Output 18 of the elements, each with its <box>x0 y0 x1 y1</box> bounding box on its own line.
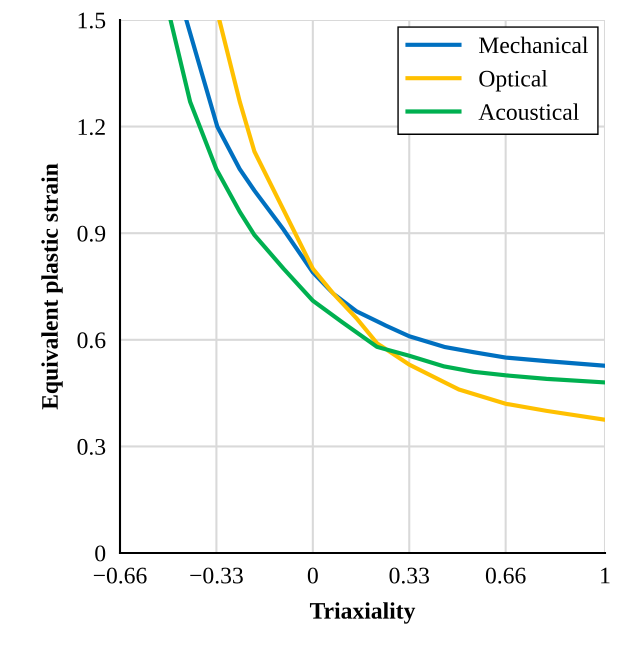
legend-label: Mechanical <box>479 36 588 54</box>
x-tick-label: 1 <box>601 568 610 584</box>
y-tick-label: 0.9 <box>77 226 106 242</box>
line-series <box>217 20 605 422</box>
y-tick-label: 0.6 <box>77 332 106 348</box>
x-tick-label: −0.66 <box>94 568 147 584</box>
y-tick-label: 0 <box>95 545 106 562</box>
y-tick-label: 1.5 <box>78 12 106 29</box>
x-tick-label: 0.33 <box>389 568 429 584</box>
legend-label: Optical <box>479 70 548 92</box>
legend-label: Acoustical <box>478 103 579 120</box>
y-tick-label: 1.2 <box>78 119 105 136</box>
x-tick-label: 0 <box>308 568 318 584</box>
y-tick-label: 0.3 <box>77 438 106 455</box>
x-tick-label: −0.33 <box>190 568 243 584</box>
y-axis-title: Equivalent plastic strain <box>41 164 63 410</box>
x-axis-title: Triaxiality <box>310 602 416 624</box>
x-tick-label: 0.66 <box>486 568 526 584</box>
